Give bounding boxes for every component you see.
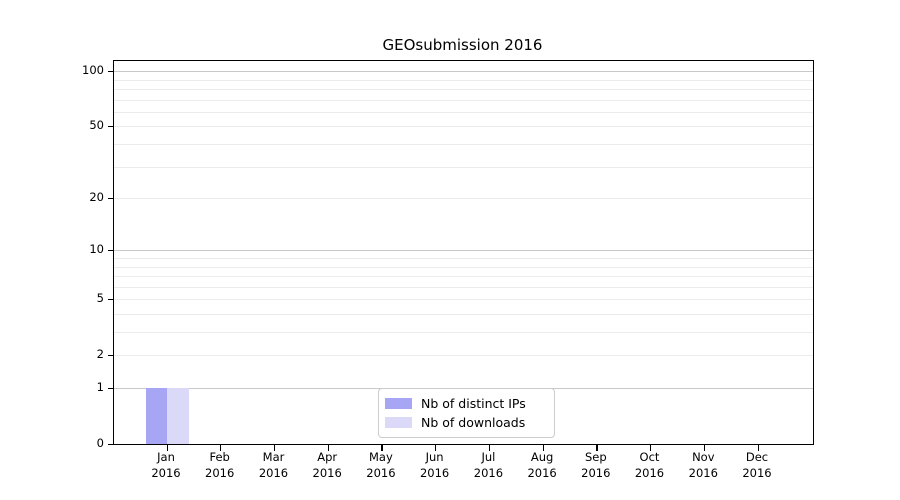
x-tick-year: 2016 [688, 466, 718, 480]
grid-line-minor [114, 89, 813, 90]
x-tick-month: Feb [209, 450, 230, 464]
grid-line-minor [114, 286, 813, 288]
y-tick-label: 0 [96, 436, 104, 450]
grid-line-minor [114, 266, 813, 268]
legend-row: Nb of downloads [385, 413, 546, 432]
chart-title: GEOsubmission 2016 [382, 36, 543, 54]
x-axis-tick [435, 445, 437, 451]
grid-line-minor [114, 258, 813, 259]
y-tick-label: 2 [96, 347, 104, 362]
grid-line-minor [114, 276, 813, 277]
x-tick-label: Mar 2016 [244, 449, 304, 481]
x-axis-tick [220, 445, 222, 451]
x-axis-tick [757, 445, 759, 451]
y-axis-tick [108, 354, 114, 357]
x-tick-month: Jun [425, 450, 444, 464]
grid-line-minor [114, 355, 813, 357]
legend-row: Nb of distinct IPs [385, 394, 546, 413]
legend-swatch [385, 417, 412, 428]
y-axis-tick [108, 197, 114, 199]
x-tick-year: 2016 [634, 466, 665, 480]
x-tick-label: Jun 2016 [405, 449, 465, 481]
x-tick-year: 2016 [366, 466, 396, 480]
legend-swatch [385, 398, 412, 409]
x-tick-year: 2016 [419, 466, 450, 480]
x-tick-year: 2016 [312, 466, 342, 480]
grid-line-minor [114, 126, 813, 128]
x-tick-label: Apr 2016 [297, 449, 357, 481]
legend-label: Nb of downloads [421, 415, 526, 430]
grid-line-minor [114, 299, 813, 301]
x-axis-tick [381, 445, 383, 451]
x-tick-label: Feb 2016 [190, 449, 250, 481]
x-tick-year: 2016 [205, 466, 235, 480]
legend-label: Nb of distinct IPs [421, 396, 526, 411]
y-tick-label: 50 [89, 118, 104, 133]
y-tick-label: 20 [89, 190, 104, 205]
grid-line-minor [114, 314, 813, 315]
x-tick-label: Sep 2016 [566, 449, 626, 481]
x-tick-label: Dec 2016 [727, 449, 787, 481]
x-axis-tick [488, 445, 491, 451]
x-tick-year: 2016 [742, 466, 772, 480]
grid-line-major [114, 71, 813, 73]
x-tick-label: Oct 2016 [620, 449, 680, 481]
bar-downloads [167, 388, 189, 444]
x-tick-label: May 2016 [351, 449, 411, 481]
x-axis-tick [650, 445, 652, 451]
x-axis-tick [542, 445, 544, 451]
grid-line-minor [114, 144, 813, 145]
y-tick-label: 10 [89, 242, 104, 257]
y-tick-label: 100 [82, 63, 104, 78]
x-tick-year: 2016 [527, 466, 557, 480]
x-tick-month: Apr [317, 450, 338, 464]
x-tick-month: May [369, 450, 393, 464]
y-axis-tick [108, 298, 114, 301]
x-tick-label: Jul 2016 [458, 449, 518, 481]
x-tick-label: Aug 2016 [512, 449, 572, 481]
x-tick-year: 2016 [258, 466, 289, 480]
x-axis-tick [166, 445, 168, 451]
x-tick-month: Nov [692, 450, 715, 464]
y-axis-tick [108, 70, 114, 72]
x-axis-tick [274, 445, 276, 451]
x-tick-year: 2016 [473, 466, 504, 480]
y-axis-tick [108, 125, 114, 128]
x-tick-month: Dec [745, 450, 769, 464]
x-axis-tick [327, 445, 329, 451]
x-tick-month: Sep [584, 450, 607, 464]
y-tick-label: 1 [96, 380, 104, 394]
grid-line-major [114, 250, 813, 252]
x-axis-tick [703, 445, 706, 451]
grid-line-minor [114, 111, 813, 113]
x-tick-month: Jul [481, 450, 496, 464]
x-tick-month: Aug [530, 450, 554, 464]
x-tick-year: 2016 [581, 466, 611, 480]
y-axis-tick [108, 387, 114, 389]
bar-distinct-ips [145, 388, 167, 444]
x-tick-label: Jan 2016 [136, 449, 196, 481]
grid-line-minor [114, 79, 813, 81]
x-tick-month: Oct [639, 450, 660, 464]
y-tick-label: 5 [96, 291, 104, 306]
grid-line-minor [114, 198, 813, 200]
y-axis-tick [108, 443, 114, 445]
x-tick-month: Mar [262, 450, 285, 464]
grid-line-minor [114, 332, 813, 333]
plot-area: Nb of distinct IPs Nb of downloads [108, 60, 814, 451]
grid-line-minor [114, 166, 813, 168]
x-tick-month: Jan [157, 450, 175, 464]
x-axis-tick [596, 445, 598, 451]
legend: Nb of distinct IPs Nb of downloads [378, 388, 555, 438]
x-tick-year: 2016 [151, 466, 181, 480]
y-axis-tick [108, 249, 114, 252]
grid-line-minor [114, 99, 813, 101]
x-tick-label: Nov 2016 [673, 449, 733, 481]
